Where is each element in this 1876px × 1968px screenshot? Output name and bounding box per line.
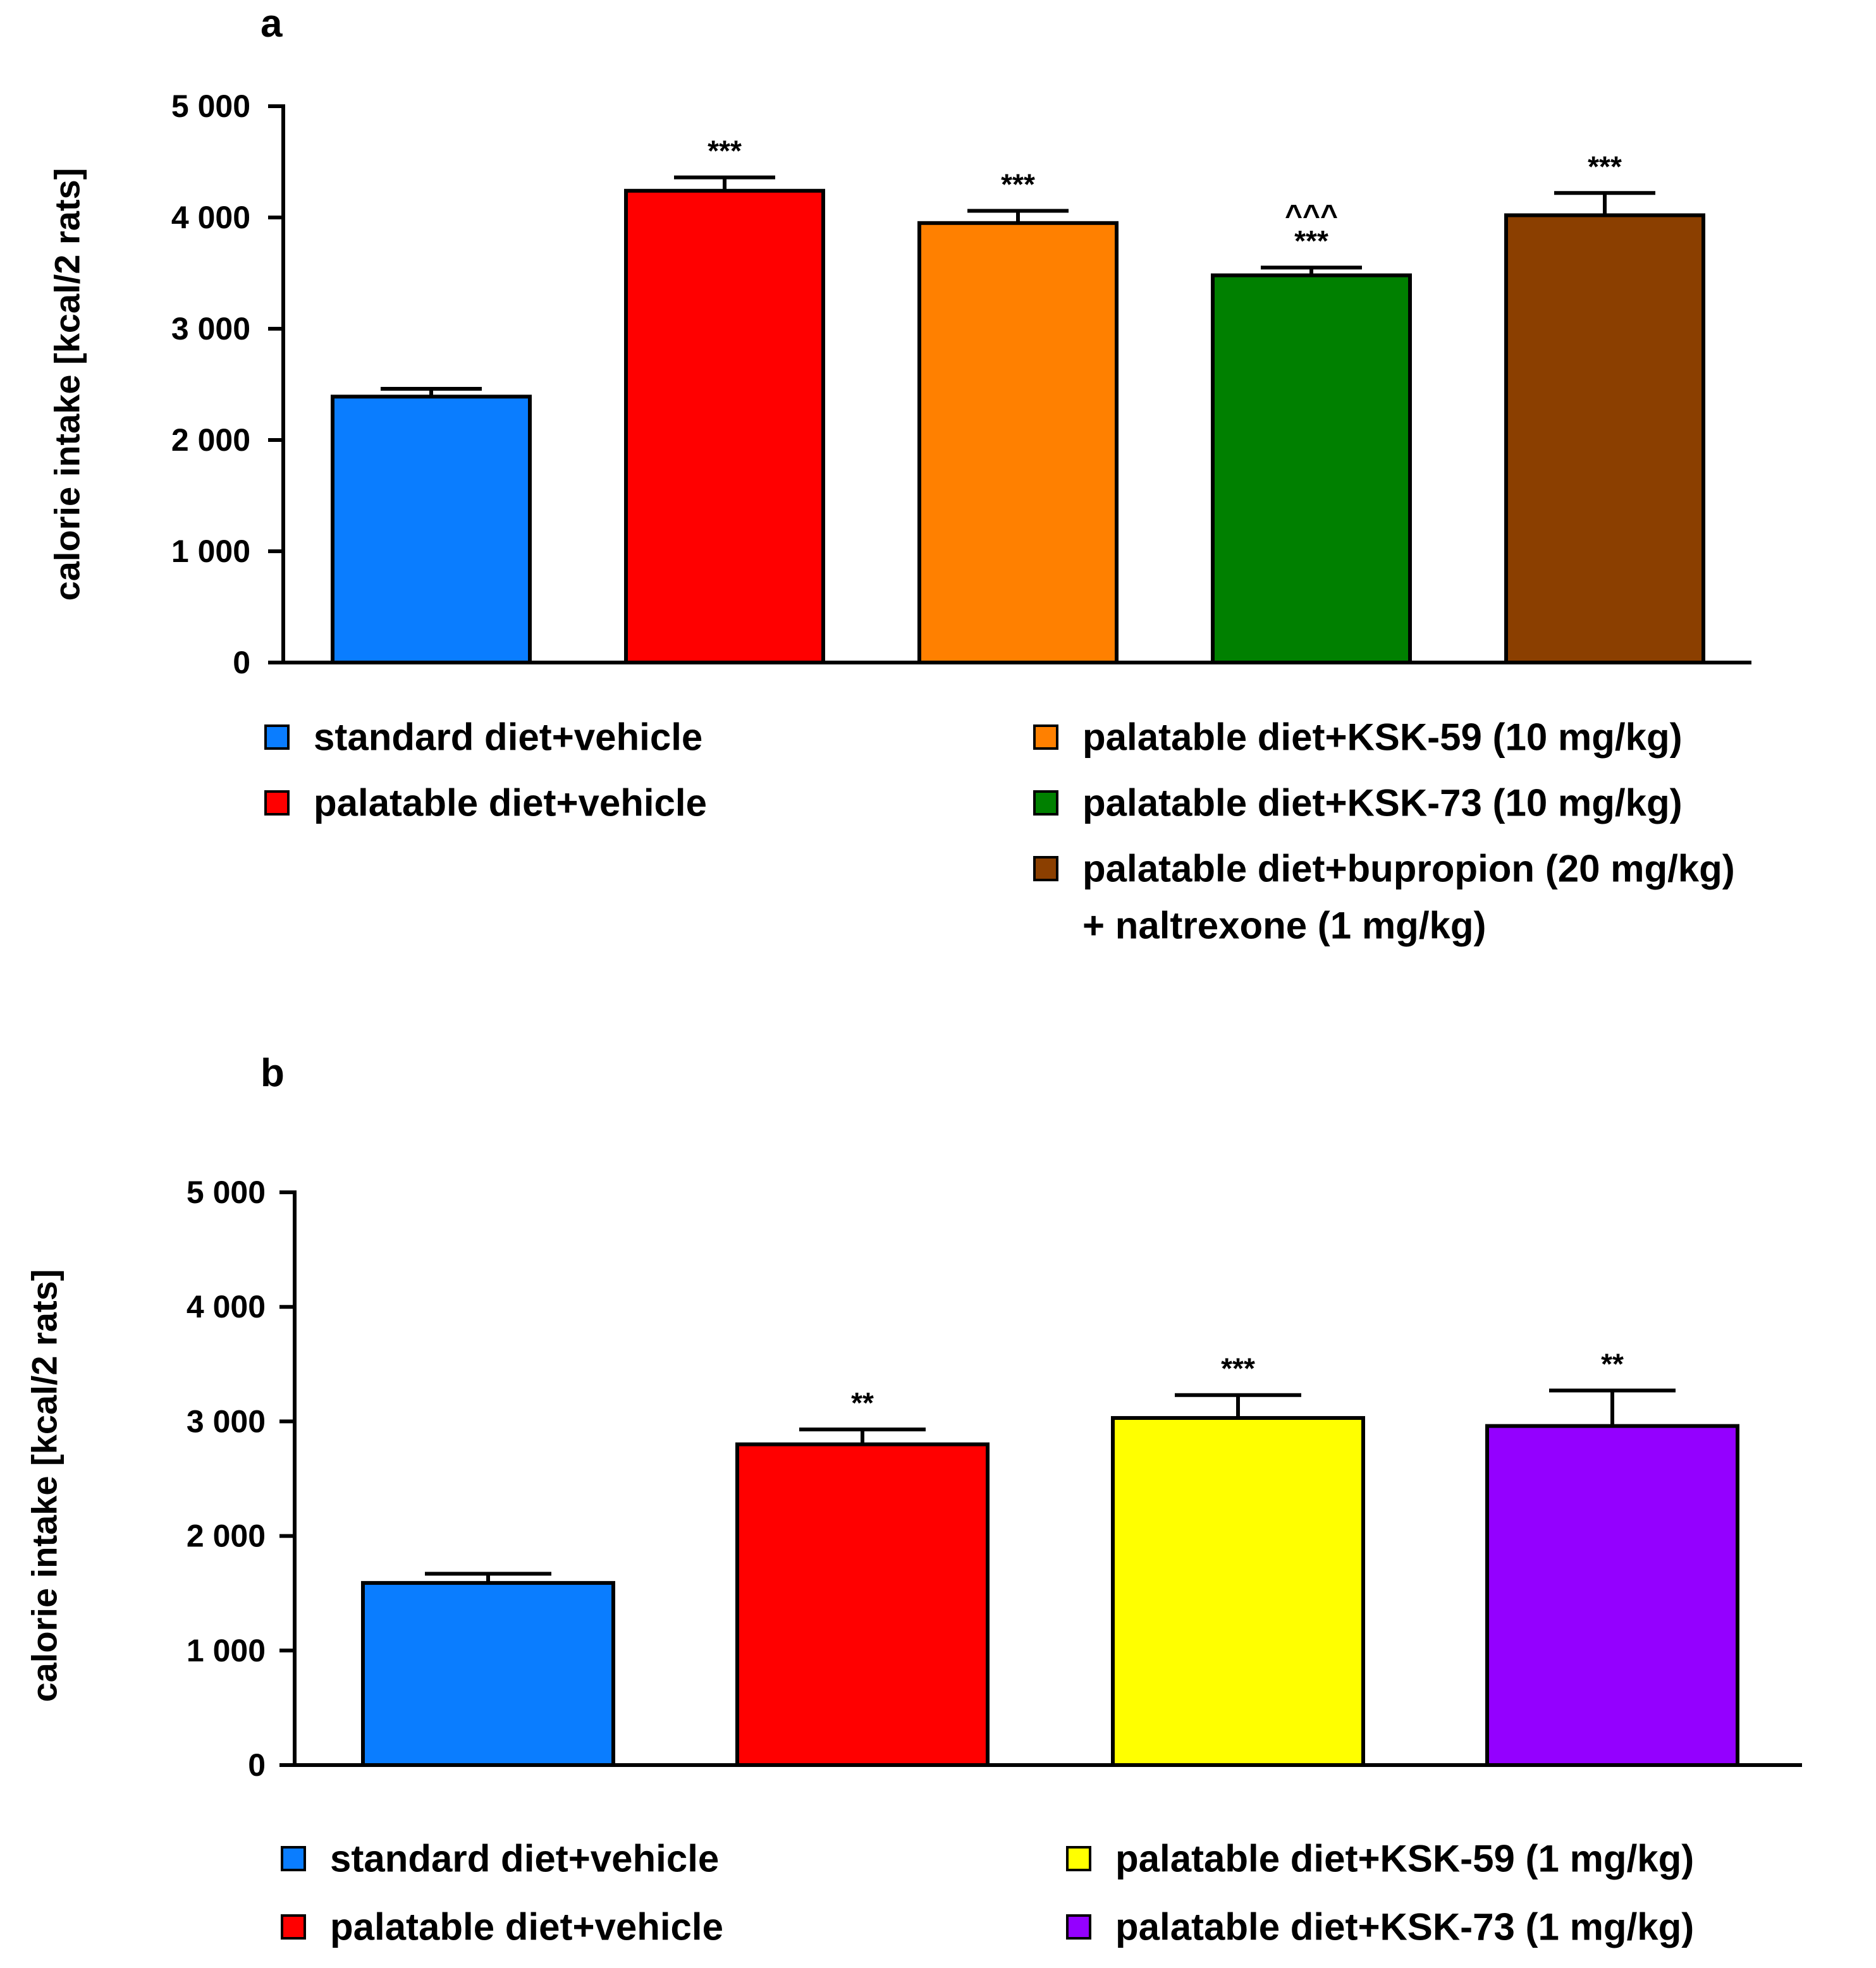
significance-label: ^^^ [1285,199,1338,233]
legend-swatch [281,1846,306,1871]
legend-label: palatable diet+vehicle [330,1906,723,1948]
legend-label: palatable diet+vehicle [314,782,707,824]
legend-label: palatable diet+KSK-59 (1 mg/kg) [1115,1838,1694,1880]
significance-label: *** [1294,224,1328,257]
y-tick-label: 2 000 [187,1519,266,1554]
y-tick-label: 5 000 [187,1175,266,1210]
y-tick-label: 2 000 [171,422,250,458]
legend-swatch [281,1914,306,1940]
legend-swatch [1033,724,1058,750]
y-tick-label: 1 000 [187,1633,266,1668]
panel-label: a [261,2,283,46]
y-tick-label: 3 000 [171,311,250,346]
y-axis-label: calorie intake [kcal/2 rats] [47,168,87,601]
bar [917,221,1119,664]
significance-label: *** [1588,150,1622,183]
bar [361,1580,615,1768]
legend-label: standard diet+vehicle [330,1838,719,1880]
y-tick-label: 0 [233,645,250,680]
bar [1211,273,1412,664]
legend-swatch [1033,856,1058,881]
bar [624,188,825,664]
y-tick-label: 4 000 [187,1289,266,1324]
legend-label: + naltrexone (1 mg/kg) [1082,905,1487,947]
y-tick-label: 4 000 [171,200,250,235]
y-tick-label: 1 000 [171,534,250,569]
legend-swatch [1066,1846,1091,1871]
y-tick-label: 3 000 [187,1403,266,1439]
legend-swatch [1033,790,1058,816]
panel-label: b [261,1051,285,1095]
bar [1504,213,1705,665]
legend-label: standard diet+vehicle [314,716,702,759]
significance-label: *** [708,135,742,168]
legend-swatch [264,724,290,750]
y-tick-label: 0 [248,1747,266,1783]
legend-label: palatable diet+KSK-59 (10 mg/kg) [1082,716,1683,759]
legend-label: palatable diet+bupropion (20 mg/kg) [1082,848,1735,890]
significance-label: ** [851,1386,874,1419]
bar [1485,1424,1739,1767]
bar [331,394,532,664]
significance-label: *** [1001,168,1035,200]
legend-label: palatable diet+KSK-73 (10 mg/kg) [1082,782,1683,824]
significance-label: *** [1221,1352,1255,1385]
legend-label: palatable diet+KSK-73 (1 mg/kg) [1115,1906,1694,1948]
bar [1111,1415,1365,1768]
legend-swatch [264,790,290,816]
y-tick-label: 5 000 [171,89,250,124]
significance-label: ** [1601,1347,1624,1380]
bar [735,1442,990,1767]
legend-swatch [1066,1914,1091,1940]
y-axis-label: calorie intake [kcal/2 rats] [25,1269,64,1702]
